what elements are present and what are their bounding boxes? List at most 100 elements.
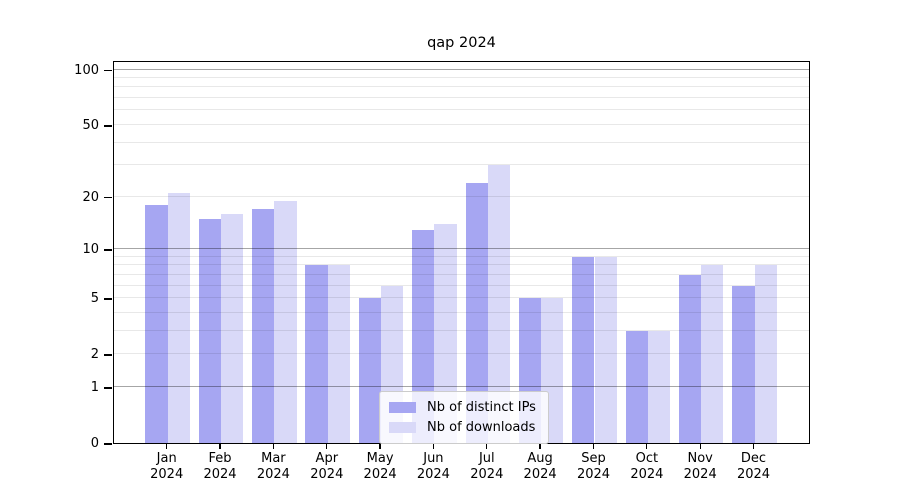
legend: Nb of distinct IPs Nb of downloads: [379, 391, 549, 444]
month-label: Feb: [208, 451, 232, 466]
year-label: 2024: [203, 467, 237, 482]
bar-distinct-ips-apr: [305, 265, 328, 443]
y-axis-tick: [104, 249, 112, 251]
x-axis-tick-label: Mar 2024: [243, 451, 303, 483]
y-axis-tick-label: 10: [82, 242, 99, 257]
year-label: 2024: [310, 467, 344, 482]
bar-distinct-ips-may: [358, 298, 382, 443]
x-axis-tick-label: Apr 2024: [297, 451, 357, 483]
year-label: 2024: [630, 467, 664, 482]
gridline-minor: [114, 195, 809, 197]
gridline-minor: [114, 97, 809, 99]
bar-downloads-mar: [274, 200, 297, 443]
x-axis-tick: [539, 444, 541, 449]
gridline-minor: [114, 284, 809, 286]
month-label: Jul: [478, 451, 495, 466]
bar-downloads-nov: [701, 265, 724, 443]
x-axis-tick-label: Jul 2024: [457, 451, 517, 483]
bar-distinct-ips-feb: [198, 218, 222, 443]
y-axis-tick: [104, 125, 112, 127]
legend-item-downloads: Nb of downloads: [380, 417, 548, 437]
legend-swatch-downloads: [389, 421, 416, 433]
year-label: 2024: [470, 467, 504, 482]
year-label: 2024: [150, 467, 184, 482]
month-label: Jan: [156, 451, 177, 466]
legend-item-distinct-ips: Nb of distinct IPs: [380, 397, 548, 417]
chart-title: qap 2024: [427, 35, 496, 51]
year-label: 2024: [256, 467, 290, 482]
gridline-minor: [114, 109, 809, 111]
x-axis-tick: [646, 444, 648, 449]
month-label: Sep: [581, 451, 606, 466]
bar-downloads-jan: [167, 192, 190, 443]
month-label: May: [366, 451, 394, 466]
month-label: Mar: [261, 451, 286, 466]
x-axis-tick: [219, 444, 221, 449]
y-axis-tick: [104, 443, 112, 445]
gridline-minor: [114, 311, 809, 313]
year-label: 2024: [416, 467, 450, 482]
y-axis-tick: [104, 354, 112, 356]
gridline-major: [114, 248, 809, 249]
gridline-major: [114, 68, 809, 70]
y-axis-tick-label: 50: [82, 117, 99, 133]
x-axis-tick: [432, 444, 435, 449]
plot-area: Nb of distinct IPs Nb of downloads: [113, 61, 810, 444]
y-axis-tick-label: 1: [90, 379, 99, 395]
bar-downloads-sep: [594, 256, 617, 443]
bar-downloads-feb: [221, 213, 244, 443]
bar-distinct-ips-jul: [465, 182, 488, 443]
y-axis-tick-label: 20: [82, 189, 99, 205]
y-axis-tick-label: 2: [90, 347, 99, 363]
x-axis-tick-label: May 2024: [350, 451, 410, 483]
bar-downloads-jul: [487, 165, 511, 443]
bar-distinct-ips-oct: [625, 330, 648, 443]
bar-downloads-apr: [327, 265, 351, 443]
gridline-minor: [114, 141, 809, 143]
x-axis-tick-label: Nov 2024: [670, 451, 730, 483]
year-label: 2024: [736, 467, 771, 482]
gridline-minor: [114, 255, 809, 257]
month-label: Nov: [687, 451, 713, 466]
bar-distinct-ips-sep: [572, 256, 595, 443]
gridline-minor: [114, 164, 809, 166]
x-axis-tick: [326, 444, 328, 449]
y-axis-tick: [104, 69, 112, 72]
bar-distinct-ips-dec: [732, 285, 755, 443]
y-axis-tick: [104, 298, 112, 300]
x-axis-tick-label: Feb 2024: [190, 451, 250, 483]
month-label: Aug: [527, 451, 553, 466]
x-axis-tick: [166, 444, 168, 449]
year-label: 2024: [576, 467, 611, 482]
gridline-minor: [114, 77, 809, 79]
legend-label-distinct-ips: Nb of distinct IPs: [427, 399, 536, 415]
bar-distinct-ips-jan: [145, 204, 168, 443]
bar-distinct-ips-jun: [412, 229, 435, 443]
legend-label-downloads: Nb of downloads: [427, 419, 536, 435]
gridline-minor: [114, 297, 809, 299]
x-axis-tick-label: Dec 2024: [724, 451, 784, 483]
year-label: 2024: [683, 467, 717, 482]
month-label: Jun: [423, 451, 444, 466]
y-axis-tick: [104, 197, 112, 199]
year-label: 2024: [523, 467, 557, 482]
x-axis-tick: [272, 444, 275, 449]
x-axis-tick-label: Aug 2024: [510, 451, 570, 483]
gridline-major: [114, 385, 809, 387]
bar-distinct-ips-mar: [252, 209, 275, 443]
x-axis-tick-label: Sep 2024: [564, 451, 624, 483]
y-axis-tick: [104, 387, 112, 389]
bar-downloads-dec: [754, 265, 777, 443]
gridline-minor: [114, 86, 809, 88]
y-axis-tick-label: 100: [74, 62, 99, 78]
gridline-minor: [114, 353, 809, 355]
gridline-minor: [114, 273, 809, 275]
bar-downloads-jun: [434, 223, 457, 443]
year-label: 2024: [363, 467, 397, 482]
bar-downloads-oct: [647, 330, 671, 443]
gridline-minor: [114, 264, 809, 266]
x-axis-tick-label: Jan 2024: [137, 451, 197, 483]
y-axis-tick-label: 5: [90, 291, 99, 306]
x-axis-tick-label: Jun 2024: [403, 451, 463, 483]
y-axis-tick-label: 0: [90, 436, 99, 451]
